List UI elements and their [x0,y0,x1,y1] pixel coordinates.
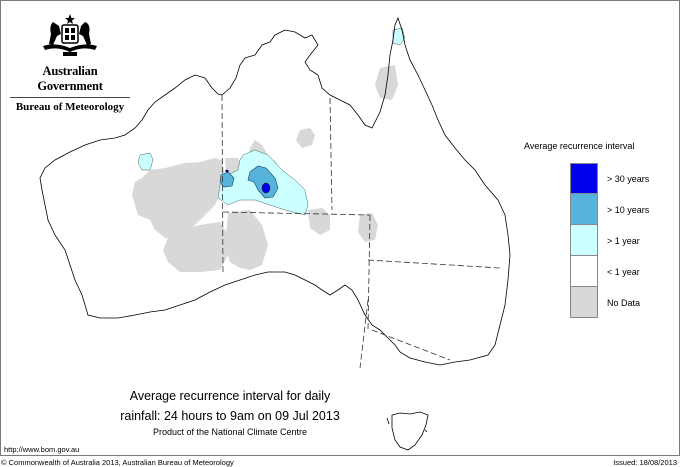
legend-swatch [570,256,598,287]
legend-label: > 10 years [607,204,650,215]
copyright-text: © Commonwealth of Australia 2013, Austra… [1,458,234,467]
legend-label: < 1 year [607,266,640,277]
legend-swatch [570,287,598,318]
legend-item-gt1: > 1 year [570,225,649,256]
legend-swatch [570,163,598,194]
legend-item-gt30: > 30 years [570,163,649,194]
map-caption: Average recurrence interval for daily ra… [100,386,360,438]
issued-date: Issued: 18/08/2013 [613,458,677,467]
website-link[interactable]: http://www.bom.gov.au [4,445,80,454]
legend-swatch [570,194,598,225]
legend-label: No Data [607,297,641,308]
logo-divider [10,97,130,98]
legend-title: Average recurrence interval [524,141,635,151]
map-frame [0,0,680,456]
government-logo: Australian Government Bureau of Meteorol… [10,12,130,113]
coat-of-arms-icon [43,14,97,56]
no-data-regions [132,65,398,272]
legend-label: > 1 year [607,235,640,246]
bureau-title: Bureau of Meteorology [15,101,125,113]
coastline [39,16,511,451]
caption-line-1: Average recurrence interval for daily [129,389,331,403]
legend-item-no-data: No Data [570,287,649,318]
legend: > 30 years > 10 years > 1 year < 1 year … [570,163,649,318]
legend-item-gt10: > 10 years [570,194,649,225]
ari-gt30-regions [225,169,271,194]
state-borders [221,94,501,369]
caption-line-2: rainfall: 24 hours to 9am on 09 Jul 2013 [120,409,340,423]
legend-swatch [570,225,598,256]
government-title: Australian Government [37,64,103,93]
caption-line-3: Product of the National Climate Centre [152,427,308,437]
legend-label: > 30 years [607,173,650,184]
legend-item-lt1: < 1 year [570,256,649,287]
ari-gt10-regions [219,165,279,199]
